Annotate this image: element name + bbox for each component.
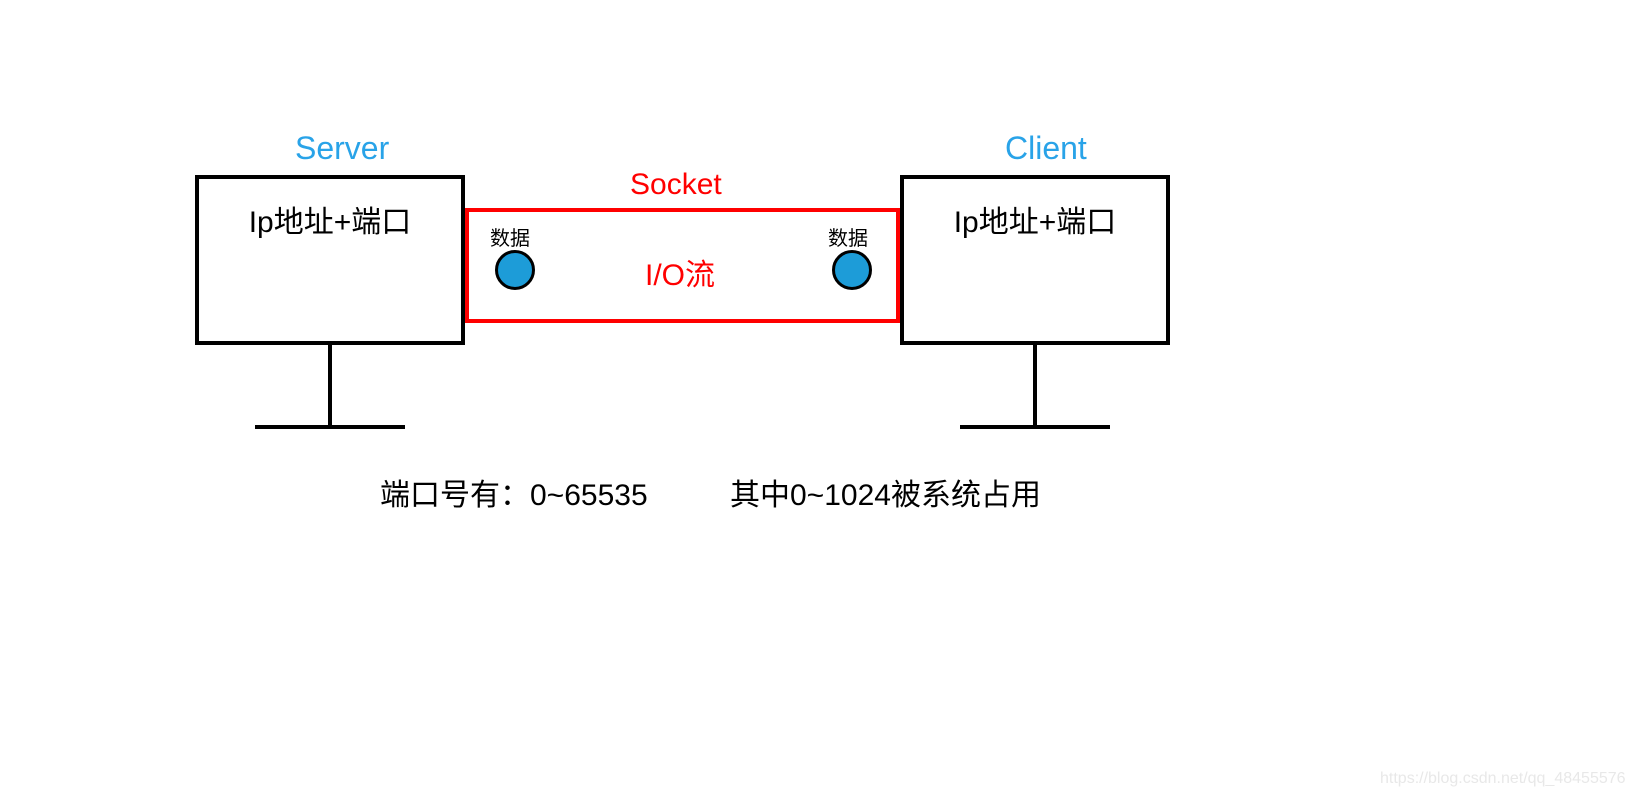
watermark: https://blog.csdn.net/qq_48455576 <box>1380 770 1626 788</box>
data-left-dot <box>495 250 535 290</box>
data-right-label: 数据 <box>828 222 868 251</box>
data-right-dot <box>832 250 872 290</box>
client-label: Client <box>1005 130 1087 167</box>
footer-text-right: 其中0~1024被系统占用 <box>730 470 1041 514</box>
server-box: Ip地址+端口 <box>195 175 465 345</box>
data-left-label: 数据 <box>490 222 530 251</box>
client-box: Ip地址+端口 <box>900 175 1170 345</box>
footer-text-left: 端口号有：0~65535 <box>380 470 648 514</box>
client-stand <box>1033 345 1037 425</box>
server-stand <box>328 345 332 425</box>
client-base <box>960 425 1110 429</box>
server-base <box>255 425 405 429</box>
socket-label: Socket <box>630 168 722 202</box>
client-box-text: Ip地址+端口 <box>954 197 1117 241</box>
server-label: Server <box>295 130 389 167</box>
server-box-text: Ip地址+端口 <box>249 197 412 241</box>
io-label: I/O流 <box>645 250 715 294</box>
